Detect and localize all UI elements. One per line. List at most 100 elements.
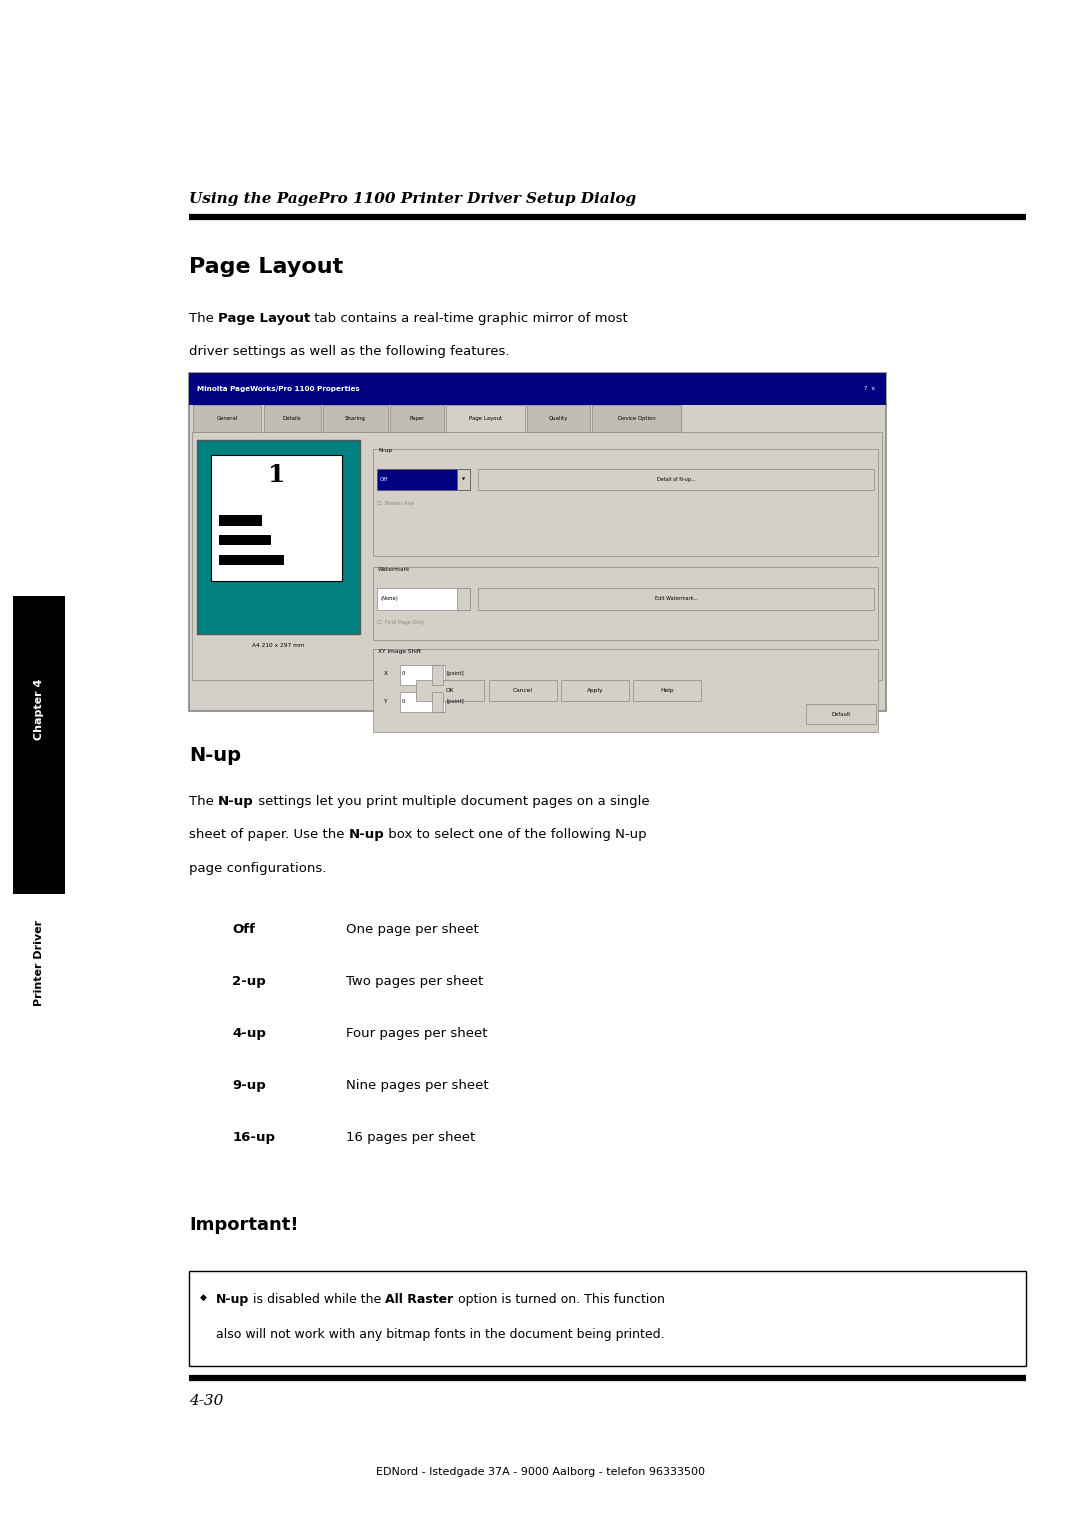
Text: Apply: Apply [586,688,604,694]
Text: 9-up: 9-up [232,1079,266,1093]
Text: General: General [217,416,238,422]
Text: box to select one of the following N-up: box to select one of the following N-up [384,828,647,842]
Text: 2-up: 2-up [232,975,266,989]
Text: N-up: N-up [216,1293,249,1306]
Text: The: The [189,312,218,325]
FancyBboxPatch shape [806,704,876,724]
FancyBboxPatch shape [488,680,557,701]
Text: One page per sheet: One page per sheet [346,923,478,937]
FancyBboxPatch shape [592,405,681,432]
Text: Edit Watermark...: Edit Watermark... [654,596,698,602]
Text: 0: 0 [402,698,405,704]
FancyBboxPatch shape [457,588,470,610]
Text: Watermark: Watermark [378,567,410,571]
Text: N-up: N-up [218,795,254,808]
Text: ?  x: ? x [864,387,875,391]
Text: [point]: [point] [446,698,463,704]
Text: Page Layout: Page Layout [218,312,310,325]
Text: X: X [383,671,388,677]
FancyBboxPatch shape [377,469,470,490]
Text: Page Layout: Page Layout [469,416,502,422]
FancyBboxPatch shape [432,665,443,685]
Text: Cancel: Cancel [513,688,532,694]
Text: Off: Off [232,923,255,937]
FancyBboxPatch shape [193,405,261,432]
Text: Off: Off [380,477,389,483]
Text: ☐  Border line: ☐ Border line [377,501,414,506]
Text: Help: Help [661,688,674,694]
Bar [219,555,284,565]
FancyBboxPatch shape [373,449,878,556]
Text: settings let you print multiple document pages on a single: settings let you print multiple document… [254,795,649,808]
Text: OK: OK [446,688,455,694]
Text: ☐  First Page Only: ☐ First Page Only [377,620,424,625]
Text: 1: 1 [268,463,285,487]
Text: Device Option: Device Option [618,416,656,422]
FancyBboxPatch shape [377,588,470,610]
FancyBboxPatch shape [432,692,443,712]
FancyBboxPatch shape [197,440,360,634]
Bar [219,515,262,526]
Text: The: The [189,795,218,808]
Text: ▼: ▼ [462,478,464,481]
Text: page configurations.: page configurations. [189,862,326,876]
FancyBboxPatch shape [323,405,388,432]
Text: Nine pages per sheet: Nine pages per sheet [346,1079,488,1093]
Text: XY Image Shift: XY Image Shift [378,649,421,654]
Text: Two pages per sheet: Two pages per sheet [346,975,483,989]
Text: also will not work with any bitmap fonts in the document being printed.: also will not work with any bitmap fonts… [216,1328,664,1342]
FancyBboxPatch shape [457,469,470,490]
Text: All Raster: All Raster [386,1293,454,1306]
FancyBboxPatch shape [192,432,882,680]
FancyBboxPatch shape [390,405,444,432]
Text: Four pages per sheet: Four pages per sheet [346,1027,487,1041]
Text: Sharing: Sharing [345,416,366,422]
FancyBboxPatch shape [189,373,886,405]
Text: Important!: Important! [189,1216,298,1235]
FancyBboxPatch shape [13,596,65,894]
Text: option is turned on. This function: option is turned on. This function [454,1293,664,1306]
FancyBboxPatch shape [446,405,525,432]
Text: Paper: Paper [409,416,424,422]
Text: EDNord - Istedgade 37A - 9000 Aalborg - telefon 96333500: EDNord - Istedgade 37A - 9000 Aalborg - … [376,1467,704,1478]
FancyBboxPatch shape [417,680,484,701]
Text: 16 pages per sheet: 16 pages per sheet [346,1131,475,1144]
Text: N-up: N-up [349,828,384,842]
FancyBboxPatch shape [478,588,874,610]
Text: sheet of paper. Use the: sheet of paper. Use the [189,828,349,842]
FancyBboxPatch shape [373,567,878,640]
Text: Using the PagePro 1100 Printer Driver Setup Dialog: Using the PagePro 1100 Printer Driver Se… [189,193,636,206]
Text: Details: Details [283,416,301,422]
Text: Page Layout: Page Layout [189,257,343,277]
Text: 4-up: 4-up [232,1027,266,1041]
Text: ◆: ◆ [200,1293,206,1302]
Bar [211,455,342,581]
Text: [point]: [point] [446,671,463,677]
Text: 0: 0 [402,671,405,677]
Text: Quality: Quality [549,416,568,422]
Text: driver settings as well as the following features.: driver settings as well as the following… [189,345,510,359]
Text: 4-30: 4-30 [189,1394,224,1407]
Text: Chapter 4: Chapter 4 [33,678,44,740]
FancyBboxPatch shape [189,1271,1026,1366]
Text: Minolta PageWorks/Pro 1100 Properties: Minolta PageWorks/Pro 1100 Properties [197,387,360,391]
FancyBboxPatch shape [634,680,702,701]
FancyBboxPatch shape [527,405,590,432]
FancyBboxPatch shape [264,405,321,432]
FancyBboxPatch shape [400,665,445,685]
Text: Printer Driver: Printer Driver [33,920,44,1005]
Text: N-up: N-up [378,448,392,452]
Text: Default: Default [832,712,850,717]
Bar [219,535,271,545]
Text: (None): (None) [380,596,399,602]
FancyBboxPatch shape [400,692,445,712]
Text: Detail of N-up...: Detail of N-up... [657,477,696,483]
Text: A4 210 x 297 mm: A4 210 x 297 mm [252,643,305,648]
FancyBboxPatch shape [478,469,874,490]
Text: 16-up: 16-up [232,1131,275,1144]
FancyBboxPatch shape [562,680,629,701]
Text: N-up: N-up [189,746,241,764]
Text: tab contains a real-time graphic mirror of most: tab contains a real-time graphic mirror … [310,312,629,325]
FancyBboxPatch shape [373,649,878,732]
Text: Y: Y [383,698,387,704]
